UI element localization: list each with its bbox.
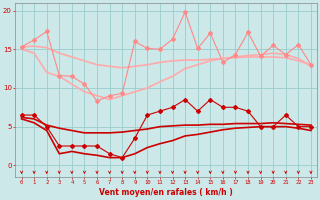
X-axis label: Vent moyen/en rafales ( km/h ): Vent moyen/en rafales ( km/h ) (100, 188, 233, 197)
